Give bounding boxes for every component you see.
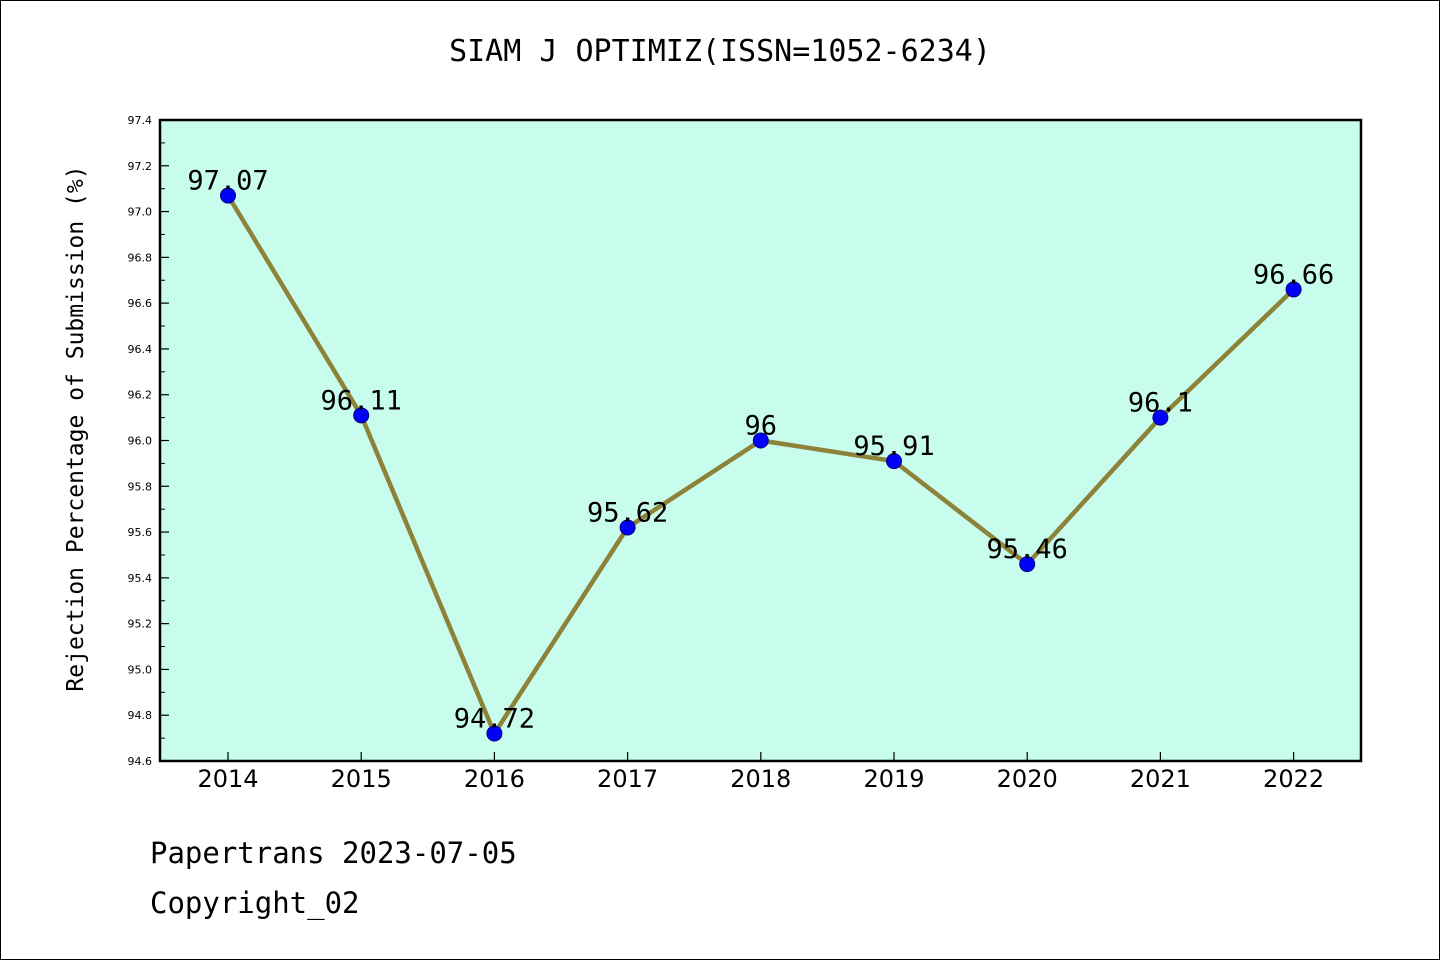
data-point <box>353 407 370 424</box>
plot-border <box>158 118 1363 763</box>
data-point <box>1152 409 1169 426</box>
data-point <box>1285 281 1302 298</box>
y-tick-label: 94.6 <box>128 755 153 768</box>
y-tick-label: 96.0 <box>128 435 153 448</box>
x-tick-label: 2016 <box>464 765 525 793</box>
data-labels: 97.07 96.11 94.72 95.62 96 95.91 95.46 96.1 96.6… <box>187 166 1334 735</box>
y-tick-label: 96.2 <box>128 389 153 402</box>
data-label: 97.07 <box>187 166 268 197</box>
data-point <box>619 519 636 536</box>
y-tick-label: 95.0 <box>128 663 153 676</box>
x-tick-label: 2020 <box>997 765 1058 793</box>
y-tick-label: 97.0 <box>128 206 153 219</box>
footer-copyright: Copyright_02 <box>150 886 360 920</box>
data-label: 96.66 <box>1253 259 1334 290</box>
y-tick-label: 97.4 <box>128 114 153 127</box>
x-tick-label: 2021 <box>1130 765 1191 793</box>
x-tick-label: 2018 <box>730 765 791 793</box>
data-label: 96.1 <box>1128 388 1193 419</box>
data-point <box>486 725 503 742</box>
x-tick-label: 2015 <box>331 765 392 793</box>
x-tick-label: 2017 <box>597 765 658 793</box>
x-tick-label: 2019 <box>863 765 924 793</box>
y-tick-label: 94.8 <box>128 709 153 722</box>
data-point <box>886 453 902 470</box>
y-tick-label: 95.4 <box>128 572 153 585</box>
data-label: 95.46 <box>987 534 1068 565</box>
chart-title: SIAM J OPTIMIZ(ISSN=1052-6234) <box>449 34 991 69</box>
footer-source: Papertrans 2023-07-05 <box>150 836 517 870</box>
data-point <box>752 432 769 449</box>
x-tick-label: 2014 <box>197 765 258 793</box>
data-label: 95.62 <box>587 497 668 528</box>
y-tick-label: 95.2 <box>128 618 153 631</box>
data-label: 96 <box>745 411 778 442</box>
data-label: 96.11 <box>321 385 402 416</box>
y-axis-title: Rejection Percentage of Submission (%) <box>63 165 89 691</box>
data-label: 94.72 <box>454 704 535 735</box>
y-tick-label: 96.4 <box>128 343 153 356</box>
series-markers <box>220 187 1302 742</box>
y-tick-label: 96.6 <box>128 297 153 310</box>
y-tick-label: 95.8 <box>128 480 153 493</box>
y-tick-label: 96.8 <box>128 251 153 264</box>
data-label: 95.91 <box>853 431 934 462</box>
y-axis: 94.6 94.8 95.0 95.2 95.4 95.6 95.8 96.0 96.2 96.4… <box>128 114 169 768</box>
data-point <box>1019 556 1036 573</box>
y-tick-label: 97.2 <box>128 160 153 173</box>
x-axis: 2014 2015 2016 2017 2018 2019 2020 2021 2022 <box>197 752 1324 793</box>
data-point <box>220 187 236 204</box>
x-tick-label: 2022 <box>1263 765 1324 793</box>
y-tick-label: 95.6 <box>128 526 153 539</box>
